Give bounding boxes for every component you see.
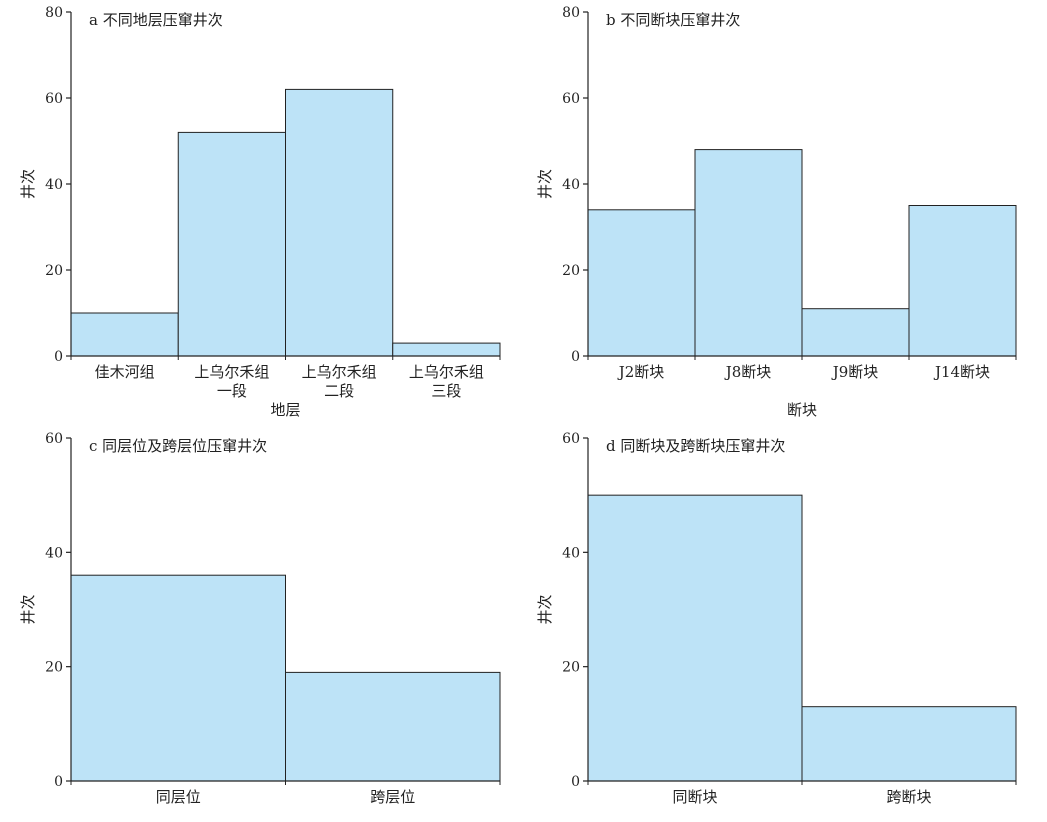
y-axis-label: 井次: [19, 169, 37, 199]
y-tick-label: 40: [45, 545, 63, 561]
chart-title: d 同断块及跨断块压窜井次: [606, 437, 785, 455]
x-tick-label: J14断块: [933, 363, 990, 381]
y-axis-label: 井次: [19, 594, 37, 624]
bar-1-3: [908, 205, 1017, 357]
x-axis-label: 地层: [270, 401, 300, 419]
y-tick-label: 40: [562, 177, 580, 193]
x-tick-label: 跨层位: [370, 788, 415, 806]
y-tick-label: 60: [45, 91, 63, 107]
y-tick-label: 20: [562, 660, 580, 676]
y-tick-label: 20: [45, 263, 63, 279]
x-tick-label: 上乌尔禾组一段: [194, 363, 269, 400]
y-tick-label: 60: [45, 431, 63, 447]
y-tick-label: 20: [45, 660, 63, 676]
y-tick-label: 40: [562, 545, 580, 561]
x-axis-label: 断块: [787, 401, 817, 419]
chart-title: c 同层位及跨层位压窜井次: [89, 437, 267, 455]
bar-0-1: [177, 131, 286, 357]
y-tick-label: 0: [54, 349, 63, 365]
bar-2-0: [70, 574, 286, 782]
y-axis-label: 井次: [536, 594, 554, 624]
bar-0-3: [392, 342, 501, 357]
bar-1-0: [587, 209, 696, 357]
y-tick-label: 0: [571, 349, 580, 365]
y-tick-label: 20: [562, 263, 580, 279]
y-tick-label: 0: [571, 774, 580, 790]
x-tick-label: 上乌尔禾组二段: [302, 363, 377, 400]
y-tick-label: 0: [54, 774, 63, 790]
bar-0-2: [285, 88, 394, 357]
y-tick-label: 60: [562, 431, 580, 447]
chart-title: b 不同断块压窜井次: [606, 11, 740, 29]
x-tick-label: 佳木河组: [95, 363, 155, 381]
x-tick-label: J2断块: [617, 363, 665, 381]
chart-title: a 不同地层压窜井次: [89, 11, 223, 29]
x-tick-label: J9断块: [831, 363, 879, 381]
x-tick-label: 同断块: [672, 788, 717, 806]
bar-1-1: [694, 149, 803, 357]
bar-0-0: [70, 312, 179, 357]
x-tick-label: 跨断块: [886, 788, 931, 806]
y-tick-label: 60: [562, 91, 580, 107]
x-tick-label: 上乌尔禾组三段: [409, 363, 484, 400]
x-tick-label: J8断块: [724, 363, 772, 381]
bar-3-1: [801, 706, 1017, 782]
bar-3-0: [587, 494, 803, 782]
y-tick-label: 80: [562, 5, 580, 21]
bar-1-2: [801, 308, 910, 357]
y-tick-label: 80: [45, 5, 63, 21]
x-tick-label: 同层位: [156, 788, 201, 806]
y-axis-label: 井次: [536, 169, 554, 199]
y-tick-label: 40: [45, 177, 63, 193]
bar-2-1: [285, 671, 501, 782]
